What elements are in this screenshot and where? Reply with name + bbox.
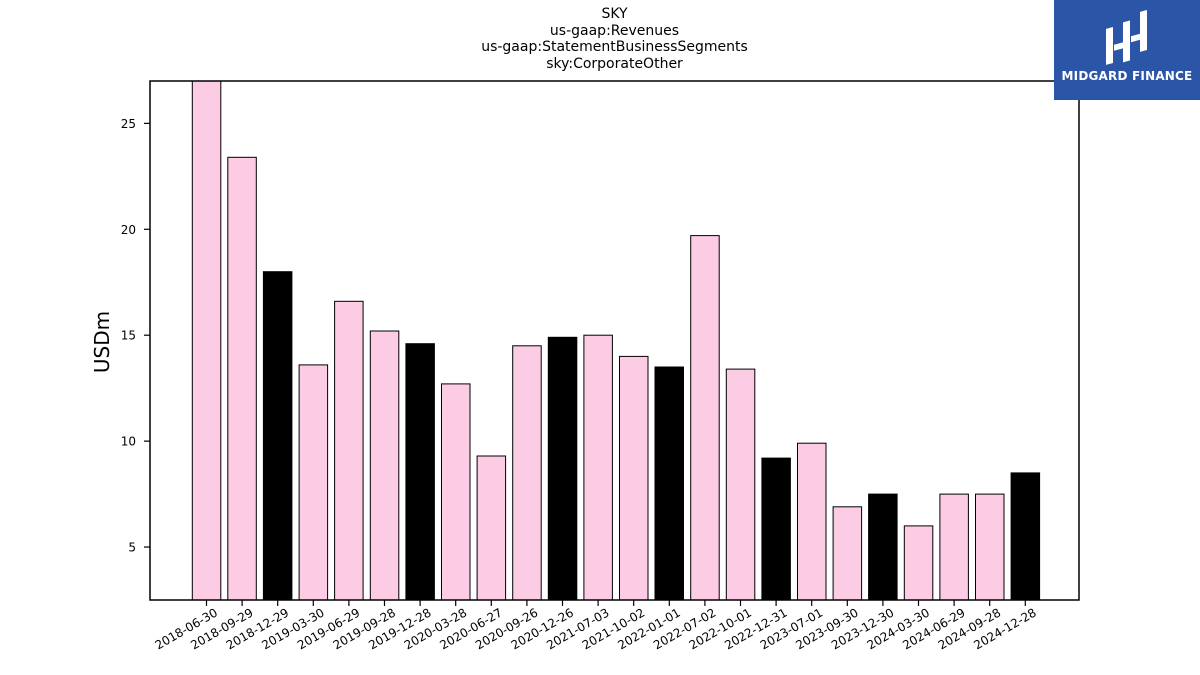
chart-subtitle-1: us-gaap:Revenues [549,22,680,39]
plot-frame [149,80,1080,601]
y-tick-label: 20 [121,223,136,237]
bar-2022-12-31 [761,457,791,601]
bars-layer [191,80,1041,601]
brand-logo: MIDGARD FINANCE [1054,0,1200,100]
bar-2020-06-27 [476,455,507,601]
bar-2021-07-03 [583,334,613,601]
bar-2019-03-30 [298,364,329,601]
bar-2024-12-28 [1010,472,1041,601]
bar-2018-06-30 [191,80,222,601]
bar-2018-09-29 [227,156,257,601]
bar-2024-09-28 [975,493,1005,601]
bar-2019-09-28 [369,330,400,601]
bar-2024-03-30 [903,525,934,601]
bar-2022-07-02 [690,235,720,601]
logo-text: MIDGARD FINANCE [1061,69,1193,83]
bar-2020-09-26 [512,345,542,601]
y-axis-label: USDm [90,311,114,373]
midgard-logo-icon [1106,9,1147,65]
bar-2022-10-01 [725,368,756,601]
y-tick-label: 10 [121,435,136,449]
bar-2020-12-26 [547,336,578,601]
bar-2019-12-28 [405,343,435,601]
bar-2022-01-01 [654,366,684,601]
chart-subtitle-2: us-gaap:StatementBusinessSegments [481,39,748,55]
bar-2018-12-29 [262,271,293,601]
bar-2024-06-29 [939,493,969,601]
y-tick-label: 15 [121,329,136,343]
chart-title: SKY [601,6,628,22]
bar-2019-06-29 [334,300,364,601]
y-tick-label: 5 [128,541,136,555]
chart-subtitle-3: sky:CorporateOther [546,55,683,72]
bar-2023-12-30 [868,493,898,601]
y-tick-label: 25 [121,117,136,131]
bar-2021-10-02 [619,355,649,601]
bar-2023-07-01 [797,442,827,601]
chart-title-block: SKY us-gaap:Revenues us-gaap:StatementBu… [0,6,1200,72]
bar-2023-09-30 [832,506,863,601]
bar-2020-03-28 [441,383,471,601]
